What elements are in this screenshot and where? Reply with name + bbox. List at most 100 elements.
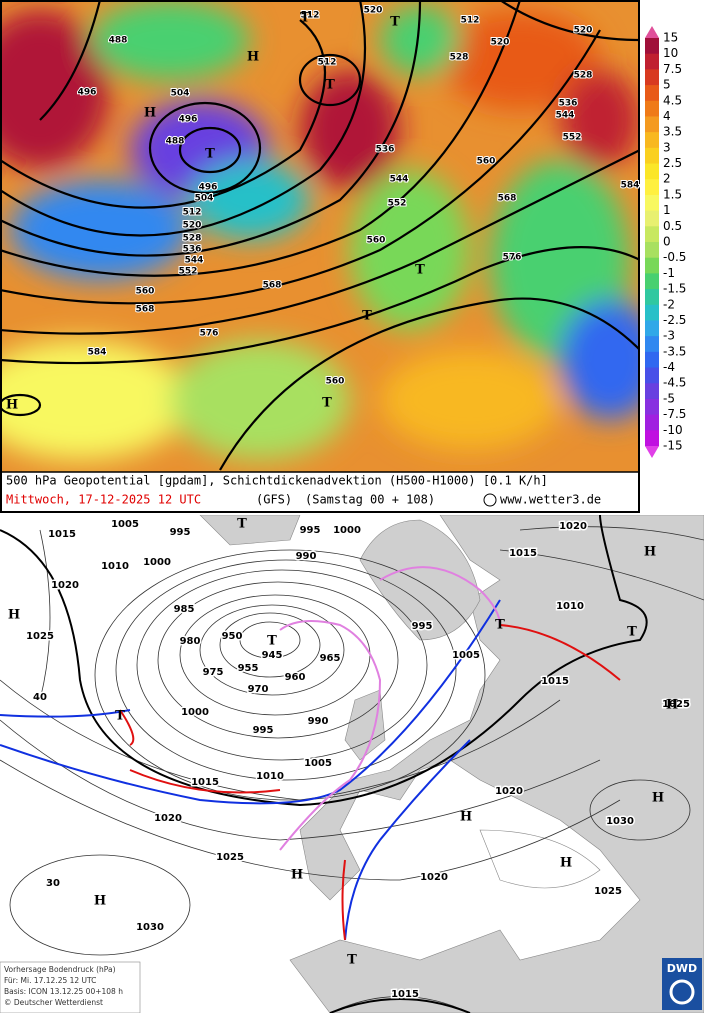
contour-label: 488	[109, 36, 128, 46]
colorbar-swatch	[645, 53, 659, 70]
colorbar-swatch	[645, 383, 659, 400]
colorbar-swatch	[645, 351, 659, 369]
isobar-label: 1020	[559, 521, 587, 532]
contour-label: 544	[390, 175, 409, 185]
pressure-center: H	[652, 791, 664, 806]
isobar-label: 990	[308, 716, 329, 727]
isobar-label: 945	[262, 650, 283, 661]
colorbar-swatch	[645, 367, 659, 384]
contour-label: 512	[461, 16, 480, 26]
pressure-center: H	[644, 545, 656, 560]
isobar-label: 1000	[143, 557, 171, 568]
isobar-label: 995	[412, 621, 433, 632]
colorbar-swatch	[645, 226, 659, 243]
isobar-label: 990	[296, 551, 317, 562]
colorbar-swatch	[645, 430, 659, 447]
contour-label: 528	[183, 234, 202, 244]
contour-label: 576	[503, 253, 522, 263]
isobar-label: 1020	[495, 786, 523, 797]
isobar-label: 1025	[216, 852, 244, 863]
contour-label: 560	[326, 377, 345, 387]
contour-label: 576	[200, 329, 219, 339]
contour-label: 536	[559, 99, 578, 109]
date: Mittwoch, 17-12-2025 12 UTC	[6, 493, 201, 507]
pressure-center: H	[247, 50, 259, 65]
colorbar-label: 3	[663, 140, 671, 154]
colorbar-swatch	[645, 116, 659, 133]
colorbar-label: 1	[663, 203, 671, 217]
isobar-label: 1025	[662, 699, 690, 710]
isobar-label: 1015	[509, 548, 537, 559]
colorbar-swatch	[645, 398, 659, 416]
info-line: © Deutscher Wetterdienst	[4, 998, 103, 1007]
pressure-center: T	[300, 11, 310, 26]
isobar-label: 1005	[304, 758, 332, 769]
colorbar-label: 2.5	[663, 156, 682, 170]
isobar-label: 1020	[420, 872, 448, 883]
colorbar-swatch	[645, 179, 659, 196]
colorbar-label: -10	[663, 423, 683, 437]
colorbar-label: 5	[663, 78, 671, 92]
colorbar-swatch	[645, 257, 659, 274]
contour-label: 568	[498, 194, 517, 204]
colorbar-swatch	[645, 320, 659, 337]
isobar-label: 1020	[154, 813, 182, 824]
contour-label: 512	[301, 11, 320, 21]
colorbar-label: 0.5	[663, 219, 682, 233]
model: (GFS)	[256, 493, 292, 507]
contour-label: 552	[388, 199, 407, 209]
pressure-center: T	[205, 147, 215, 162]
colorbar-swatch	[645, 85, 659, 102]
info-box: Vorhersage Bodendruck (hPa) Für: Mi. 17.1…	[4, 965, 123, 1007]
isobar-label: 1015	[48, 529, 76, 540]
logo-box	[662, 958, 702, 1010]
isobar-label: 1025	[26, 631, 54, 642]
colorbar-label: -1	[663, 266, 675, 280]
contour-label: 512	[183, 208, 202, 218]
colorbar-label: 4.5	[663, 93, 682, 107]
surface-map	[0, 515, 704, 1013]
colorbar-swatch	[645, 100, 659, 117]
colorbar-label: -2	[663, 297, 675, 311]
contour-label: 520	[364, 6, 383, 16]
colorbar-label: 10	[663, 46, 678, 60]
contour-label: 528	[574, 71, 593, 81]
isobar-label: 30	[46, 878, 60, 889]
contour-label: 584	[88, 348, 107, 358]
colorbar-label: -2.5	[663, 313, 686, 327]
colorbar-cap	[645, 26, 659, 38]
contour-label: 560	[367, 236, 386, 246]
contour-label: 568	[263, 281, 282, 291]
colorbar-swatch	[645, 336, 659, 353]
contour-label: 496	[199, 183, 218, 193]
pressure-center: H	[560, 856, 572, 871]
colorbar-label: 7.5	[663, 62, 682, 76]
colorbar-label: -4	[663, 360, 675, 374]
pressure-center: T	[322, 396, 332, 411]
pressure-center: T	[390, 15, 400, 30]
pressure-center: H	[666, 698, 678, 713]
contour-label: 536	[376, 145, 395, 155]
info-line: Vorhersage Bodendruck (hPa)	[4, 965, 116, 974]
colorbar-label: 3.5	[663, 125, 682, 139]
contour-label: 584	[621, 181, 640, 191]
contour-label: 544	[556, 111, 575, 121]
colorbar-swatch	[645, 194, 659, 212]
logo: DWD	[667, 962, 697, 975]
contour-label: 512	[318, 58, 337, 68]
colorbar-label: -1.5	[663, 282, 686, 296]
colorbar: 15107.554.543.532.521.510.50-0.5-1-1.5-2…	[645, 26, 686, 458]
colorbar-label: -3	[663, 329, 675, 343]
colorbar-label: 1.5	[663, 187, 682, 201]
isobar-label: 1015	[191, 777, 219, 788]
isobar-label: 1010	[556, 601, 584, 612]
isobar-label: 1005	[452, 650, 480, 661]
pressure-center: H	[6, 398, 18, 413]
colorbar-label: -7.5	[663, 407, 686, 421]
colorbar-swatch	[645, 242, 659, 259]
isobar-label: 1030	[136, 922, 164, 933]
isobar-label: 1015	[541, 676, 569, 687]
info-line: Für: Mi. 17.12.25 12 UTC	[4, 976, 96, 985]
isobar-label: 975	[203, 667, 224, 678]
